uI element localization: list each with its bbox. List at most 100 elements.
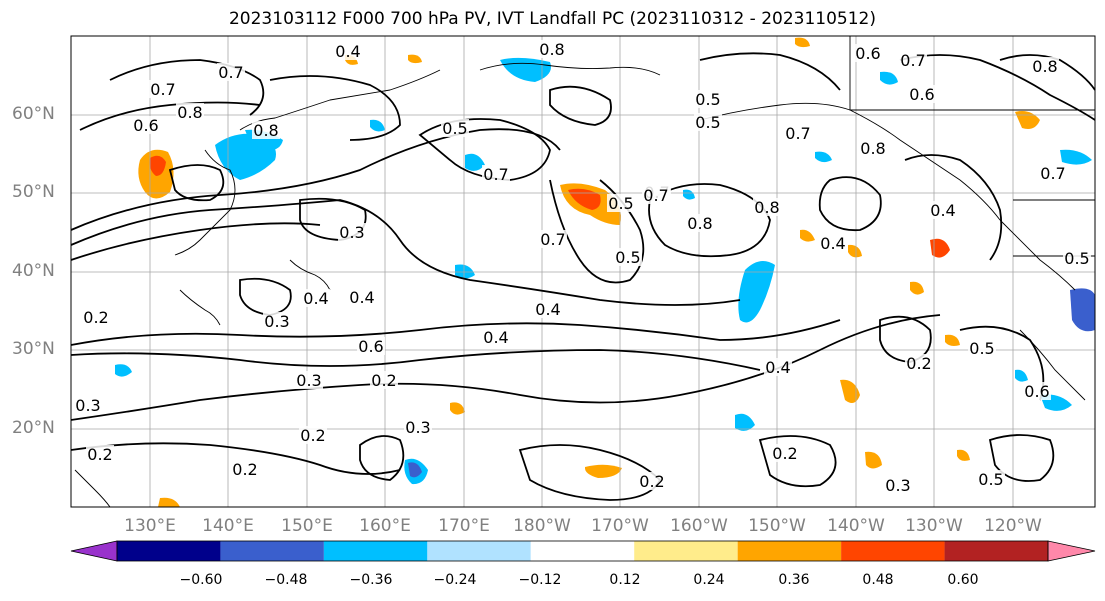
contour-label-bg [149,80,177,98]
contour-label: 0.7 [1040,164,1065,183]
contour-label-bg [977,470,1005,488]
lon-label-170w: 170°W [591,516,649,536]
contour-label: 0.3 [75,396,100,415]
map-title: 2023103112 F000 700 hPa PV, IVT Landfall… [228,9,876,29]
lon-label-130e: 130°E [124,516,176,536]
lon-label-120w: 120°W [984,516,1042,536]
contour-label-bg [1031,57,1059,75]
lon-label-130w: 130°W [905,516,963,536]
contour-label-bg [263,312,291,330]
colorbar-tick: −0.24 [433,572,477,588]
contour-label: 0.8 [1032,57,1057,76]
contour-label-bg [348,288,376,306]
contour-label-bg [899,51,927,69]
colorbar [70,540,1096,562]
contour-label-bg [607,194,635,212]
colorbar-segment [220,541,324,561]
contour-label: 0.2 [371,371,396,390]
lat-label-40n: 40°N [12,261,55,281]
contour-label: 0.3 [405,418,430,437]
contour-label: 0.8 [754,198,779,217]
contour-label: 0.6 [909,85,934,104]
contour-label-bg [638,472,666,490]
contour-label: 0.4 [303,289,328,308]
colorbar-tick: 0.12 [609,572,641,588]
contour-label-bg [534,300,562,318]
contour-label-bg [929,201,957,219]
contour-label-bg [302,289,330,307]
contour-label: 0.6 [133,116,158,135]
contour-label: 0.5 [695,113,720,132]
contour-label: 0.5 [969,339,994,358]
contour-label: 0.5 [978,470,1003,489]
contour-label-bg [764,358,792,376]
lon-label-180w: 180°W [513,516,571,536]
contour-label-bg [441,119,469,137]
contour-label: 0.4 [483,328,508,347]
contour-label: 0.5 [1064,249,1089,268]
coastlines [74,36,1095,508]
contour-label: 0.3 [885,476,910,495]
contour-label: 0.3 [296,371,321,390]
contour-label-bg [370,371,398,389]
contour-label: 0.7 [785,124,810,143]
colorbar-border [116,540,1049,562]
colorbar-segment [323,541,428,561]
lon-label-150w: 150°W [748,516,806,536]
contour-label: 0.8 [539,40,564,59]
contour-label-bg [753,198,781,216]
contour-label-bg [968,339,996,357]
contour-label-bg [539,230,567,248]
lon-label-160e: 160°E [359,516,411,536]
contour-label: 0.2 [232,460,257,479]
lat-label-30n: 30°N [12,339,55,359]
contour-label-bg [334,42,362,60]
map-frame [70,35,1096,508]
contour-label: 0.3 [264,312,289,331]
contour-label: 0.2 [87,445,112,464]
lon-label-140e: 140°E [202,516,254,536]
contour-label: 0.6 [1024,382,1049,401]
contour-label: 0.8 [860,139,885,158]
contour-label-bg [538,40,566,58]
contour-label: 0.2 [639,472,664,491]
contour-label: 0.5 [695,90,720,109]
contour-label: 0.8 [177,103,202,122]
contour-label-bg [784,124,812,142]
contour-label: 0.8 [687,214,712,233]
contour-label: 0.7 [150,80,175,99]
contour-label: 0.4 [765,358,790,377]
pv-anomaly-shading [115,37,1095,507]
colorbar-segment [944,541,1048,561]
contour-label: 0.6 [358,337,383,356]
contour-label: 0.8 [253,121,278,140]
contour-label: 0.7 [540,230,565,249]
contour-label: 0.4 [335,42,360,61]
colorbar-extend-high [1047,540,1096,562]
contour-label-bg [74,396,102,414]
lon-label-160w: 160°W [670,516,728,536]
colorbar-segment [841,541,945,561]
contour-label-bg [86,445,114,463]
colorbar-segment [530,541,635,561]
contour-label-bg [614,248,642,266]
contour-label-bg [176,103,204,121]
contour-label-bg [1039,164,1067,182]
contour-label-bg [1063,249,1091,267]
contour-label-bg [132,116,160,134]
contour-label-bg [694,113,722,131]
lat-label-20n: 20°N [12,418,55,438]
contour-label-bg [908,85,936,103]
contour-label-bg [217,63,245,81]
colorbar-segment [737,541,842,561]
contour-label-bg [694,90,722,108]
contour-label-bg [404,418,432,436]
contour-label-bg [357,337,385,355]
contour-label: 0.4 [930,201,955,220]
lon-label-140w: 140°W [827,516,885,536]
contour-label-bg [771,444,799,462]
colorbar-extend-low [70,540,118,562]
lon-label-150e: 150°E [281,516,333,536]
colorbar-tick: 0.48 [862,572,894,588]
